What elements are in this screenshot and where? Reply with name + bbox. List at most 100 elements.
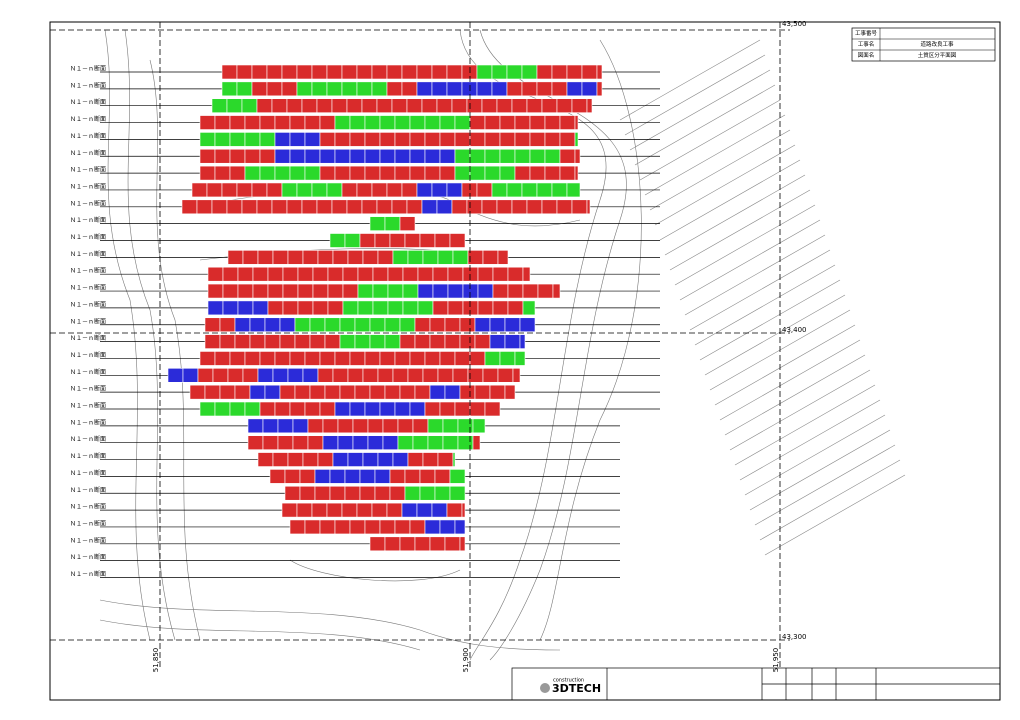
logo-brand: 3DTECH — [552, 682, 601, 695]
soil-block — [507, 283, 524, 299]
soil-block — [229, 132, 246, 147]
soil-block — [421, 98, 438, 113]
soil-block — [439, 148, 456, 164]
soil-block — [371, 502, 388, 518]
soil-block — [409, 351, 426, 366]
soil-block — [522, 300, 536, 316]
soil-block — [526, 98, 543, 113]
soil-block — [387, 283, 404, 299]
soil-block — [581, 64, 598, 80]
soil-block — [244, 401, 261, 417]
soil-block — [394, 351, 411, 366]
soil-block — [214, 165, 231, 181]
soil-block — [304, 148, 321, 164]
soil-block — [289, 519, 306, 535]
hatch-line — [734, 384, 876, 466]
soil-block — [282, 283, 299, 299]
soil-block — [446, 182, 463, 198]
northing-label: 43,300 — [782, 633, 807, 641]
soil-block — [362, 367, 379, 383]
soil-block — [354, 334, 371, 349]
section-label: Ｎ１－ｎ断面 — [70, 300, 106, 308]
soil-block — [394, 115, 411, 130]
soil-block — [394, 519, 411, 535]
soil-block — [221, 182, 238, 198]
soil-block — [386, 64, 403, 80]
soil-block — [289, 148, 306, 164]
section-label: Ｎ１－ｎ断面 — [70, 553, 106, 561]
soil-block — [477, 300, 494, 316]
hatch-line — [744, 414, 886, 496]
soil-block — [586, 98, 593, 113]
soil-block — [497, 367, 514, 383]
soil-block — [596, 81, 603, 97]
soil-block — [332, 367, 349, 383]
soil-block — [571, 98, 588, 113]
section-label: Ｎ１－ｎ断面 — [70, 536, 106, 544]
soil-block — [324, 317, 341, 333]
soil-block — [424, 115, 441, 130]
hatch-line — [634, 84, 776, 166]
section-label: Ｎ１－ｎ断面 — [70, 418, 106, 426]
soil-block — [234, 384, 251, 400]
soil-block — [392, 452, 409, 467]
soil-block — [439, 519, 456, 535]
soil-block — [454, 401, 471, 417]
soil-block — [519, 334, 526, 349]
soil-block — [406, 199, 423, 215]
soil-block — [387, 300, 404, 316]
soil-block — [249, 317, 266, 333]
soil-block — [302, 452, 319, 467]
soil-block — [302, 367, 319, 383]
soil-block — [259, 165, 276, 181]
soil-block — [392, 367, 409, 383]
soil-block — [326, 502, 343, 518]
soil-block — [529, 148, 546, 164]
soil-block — [334, 165, 351, 181]
soil-block — [214, 148, 231, 164]
section-label: Ｎ１－ｎ断面 — [70, 452, 106, 460]
soil-block — [399, 536, 416, 552]
soil-block — [449, 485, 466, 501]
soil-block — [311, 502, 328, 518]
soil-block — [269, 469, 286, 484]
section-label: Ｎ１－ｎ断面 — [70, 385, 106, 393]
soil-block — [199, 115, 216, 130]
soil-block — [281, 182, 298, 198]
soil-block — [566, 64, 583, 80]
soil-block — [344, 469, 361, 484]
soil-block — [221, 81, 238, 97]
soil-block — [541, 98, 558, 113]
soil-block — [407, 452, 424, 467]
soil-block — [304, 165, 321, 181]
coordinates: 43,500 43,400 43,300 51,850 51,900 51,950 — [50, 20, 807, 672]
soil-block — [446, 64, 463, 80]
soil-block — [334, 519, 351, 535]
easting-label: 51,950 — [772, 648, 780, 673]
soil-block — [461, 182, 478, 198]
soil-block — [237, 283, 254, 299]
soil-block — [454, 351, 471, 366]
soil-block — [214, 351, 231, 366]
soil-block — [297, 300, 314, 316]
soil-block — [196, 199, 213, 215]
soil-block — [296, 81, 313, 97]
soil-block — [356, 81, 373, 97]
soil-block — [247, 418, 264, 434]
soil-block — [304, 132, 321, 147]
hatch-line — [654, 144, 796, 226]
soil-block — [422, 452, 439, 467]
soil-block — [297, 283, 314, 299]
soil-block — [504, 334, 521, 349]
soil-block — [349, 519, 366, 535]
soil-block — [199, 401, 216, 417]
soil-block — [544, 165, 561, 181]
soil-block — [342, 266, 359, 282]
soil-block — [452, 250, 469, 265]
soil-block — [279, 384, 296, 400]
soil-block — [259, 115, 276, 130]
soil-block — [417, 283, 434, 299]
soil-block — [252, 266, 269, 282]
soil-block — [304, 401, 321, 417]
soil-block — [432, 283, 449, 299]
